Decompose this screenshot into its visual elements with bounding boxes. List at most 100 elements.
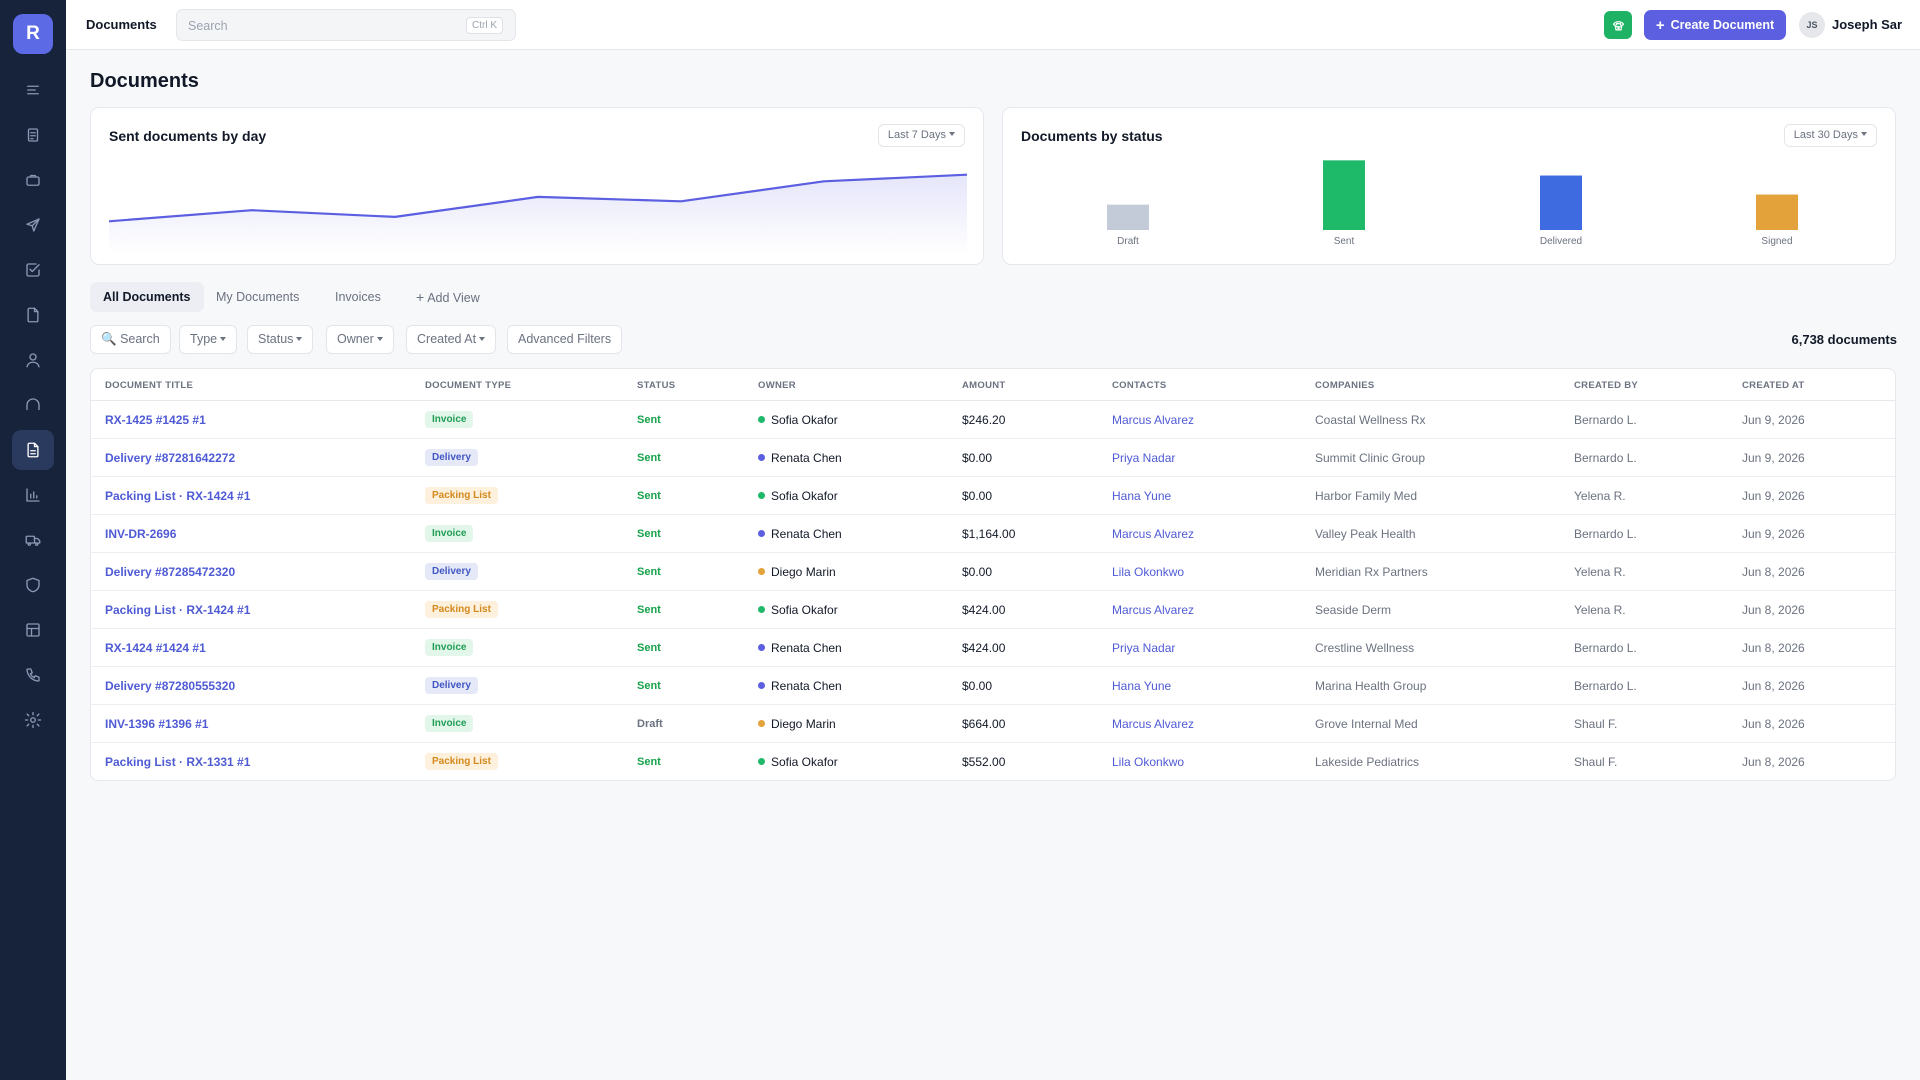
owner-status-dot <box>758 492 765 499</box>
column-header[interactable]: COMPANIES <box>1315 380 1375 391</box>
document-title-link[interactable]: RX-1424 #1424 #1 <box>105 641 206 655</box>
document-title-link[interactable]: RX-1425 #1425 #1 <box>105 413 206 427</box>
sidebar-item-settings[interactable] <box>12 700 54 740</box>
status-text: Sent <box>637 490 661 502</box>
table-row[interactable]: Packing List · RX-1424 #1 Packing List Sen… <box>91 591 1895 629</box>
contact-link[interactable]: Lila Okonkwo <box>1112 565 1185 579</box>
document-type-badge: Packing List <box>425 601 498 618</box>
tab-my-documents[interactable]: My Documents <box>216 290 300 304</box>
type-filter[interactable]: Type <box>179 325 238 354</box>
sidebar-item-check-square[interactable] <box>12 250 54 290</box>
add-view-button[interactable]: + Add View <box>403 282 493 312</box>
sidebar-item-documents[interactable] <box>12 430 54 470</box>
top-bar-title: Documents <box>86 17 157 32</box>
documents-by-status-card: Documents by status Last 30 Days Draft Se… <box>1002 107 1896 265</box>
sidebar-item-user[interactable] <box>12 340 54 380</box>
owner-filter[interactable]: Owner <box>326 325 394 354</box>
column-header[interactable]: CREATED AT <box>1742 380 1805 391</box>
create-document-button[interactable]: + Create Document <box>1644 10 1786 40</box>
created-by: Bernardo L. <box>1574 527 1637 541</box>
sidebar-item-shield[interactable] <box>12 565 54 605</box>
tab-invoices[interactable]: Invoices <box>335 290 381 304</box>
owner-name: Renata Chen <box>771 641 842 655</box>
contact-link[interactable]: Marcus Alvarez <box>1112 413 1195 427</box>
top-bar: Documents Search Ctrl K + Create Documen… <box>66 0 1920 50</box>
table-search-input[interactable]: 🔍 Search <box>90 325 171 354</box>
table-row[interactable]: RX-1424 #1424 #1 Invoice Sent Renata Chen $4… <box>91 629 1895 667</box>
column-header[interactable]: CREATED BY <box>1574 380 1639 391</box>
by-status-range-select[interactable]: Last 30 Days <box>1783 124 1877 147</box>
document-title-link[interactable]: Delivery #87281642272 <box>105 451 236 465</box>
sidebar-item-headset[interactable] <box>12 385 54 425</box>
created-at-filter[interactable]: Created At <box>406 325 497 354</box>
check-square-icon <box>26 263 40 277</box>
column-header[interactable]: DOCUMENT TYPE <box>425 380 512 391</box>
contact-link[interactable]: Lila Okonkwo <box>1112 755 1185 769</box>
contact-link[interactable]: Marcus Alvarez <box>1112 527 1195 541</box>
amount-value: $0.00 <box>962 565 993 579</box>
document-title-link[interactable]: INV-1396 #1396 #1 <box>105 717 209 731</box>
table-row[interactable]: Delivery #87281642272 Delivery Sent Renata … <box>91 439 1895 477</box>
document-title-link[interactable]: Packing List · RX-1424 #1 <box>105 489 251 503</box>
column-header[interactable]: CONTACTS <box>1112 380 1167 391</box>
call-button[interactable] <box>1604 11 1632 39</box>
send-icon <box>26 218 40 232</box>
owner-status-dot <box>758 416 765 423</box>
sidebar-item-bar-chart[interactable] <box>12 475 54 515</box>
document-type-badge: Invoice <box>425 525 474 542</box>
contact-link[interactable]: Hana Yune <box>1112 679 1172 693</box>
table-row[interactable]: Delivery #87280555320 Delivery Sent Renata … <box>91 667 1895 705</box>
document-title-link[interactable]: Packing List · RX-1424 #1 <box>105 603 251 617</box>
owner-cell: Renata Chen <box>758 527 842 541</box>
table-row[interactable]: Packing List · RX-1331 #1 Packing List Sen… <box>91 743 1895 780</box>
created-by: Bernardo L. <box>1574 641 1637 655</box>
contact-link[interactable]: Hana Yune <box>1112 489 1172 503</box>
sent-by-day-range-select[interactable]: Last 7 Days <box>877 124 965 147</box>
workspace-logo[interactable]: R <box>13 14 53 54</box>
table-row[interactable]: Packing List · RX-1424 #1 Packing List Sen… <box>91 477 1895 515</box>
sidebar-item-phone[interactable] <box>12 655 54 695</box>
headset-icon <box>26 398 40 411</box>
created-at-filter-label: Created At <box>417 332 477 346</box>
settings-icon <box>24 711 42 729</box>
column-header[interactable]: AMOUNT <box>962 380 1006 391</box>
sidebar-item-briefcase[interactable] <box>12 160 54 200</box>
document-title-link[interactable]: Delivery #87285472320 <box>105 565 236 579</box>
created-by: Yelena R. <box>1574 603 1626 617</box>
contact-link[interactable]: Priya Nadar <box>1112 451 1176 465</box>
status-filter[interactable]: Status <box>247 325 314 354</box>
sidebar-item-truck[interactable] <box>12 520 54 560</box>
avatar[interactable]: JS <box>1799 12 1825 38</box>
document-title-link[interactable]: INV-DR-2696 <box>105 527 177 541</box>
advanced-filters-button[interactable]: Advanced Filters <box>507 325 623 354</box>
contact-link[interactable]: Marcus Alvarez <box>1112 717 1195 731</box>
sidebar-item-menu[interactable] <box>12 70 54 110</box>
contact-link[interactable]: Marcus Alvarez <box>1112 603 1195 617</box>
sidebar-item-send[interactable] <box>12 205 54 245</box>
sidebar-item-table[interactable] <box>12 610 54 650</box>
user-name[interactable]: Joseph Sar <box>1832 17 1903 32</box>
amount-value: $0.00 <box>962 451 993 465</box>
column-header[interactable]: STATUS <box>637 380 676 391</box>
created-at: Jun 8, 2026 <box>1742 717 1805 731</box>
table-row[interactable]: INV-1396 #1396 #1 Invoice Draft Diego Marin… <box>91 705 1895 743</box>
sidebar-item-clipboard[interactable] <box>12 115 54 155</box>
column-header[interactable]: OWNER <box>758 380 796 391</box>
table-row[interactable]: INV-DR-2696 Invoice Sent Renata Chen $1,164.… <box>91 515 1895 553</box>
document-type-badge: Invoice <box>425 715 474 732</box>
created-at: Jun 8, 2026 <box>1742 755 1805 769</box>
sidebar-item-file[interactable] <box>12 295 54 335</box>
status-text: Sent <box>637 414 661 426</box>
tab-all-documents[interactable]: All Documents <box>90 282 204 312</box>
document-title-link[interactable]: Packing List · RX-1331 #1 <box>105 755 251 769</box>
table-row[interactable]: Delivery #87285472320 Delivery Sent Diego M… <box>91 553 1895 591</box>
briefcase-icon <box>26 174 40 186</box>
contact-link[interactable]: Priya Nadar <box>1112 641 1176 655</box>
range-label: Last 7 Days <box>887 129 946 141</box>
column-header[interactable]: DOCUMENT TITLE <box>105 380 194 391</box>
owner-cell: Sofia Okafor <box>758 603 838 617</box>
document-title-link[interactable]: Delivery #87280555320 <box>105 679 236 693</box>
table-row[interactable]: RX-1425 #1425 #1 Invoice Sent Sofia Okafor $… <box>91 401 1895 439</box>
created-by: Shaul F. <box>1574 717 1618 731</box>
global-search-input[interactable]: Search Ctrl K <box>176 9 516 41</box>
